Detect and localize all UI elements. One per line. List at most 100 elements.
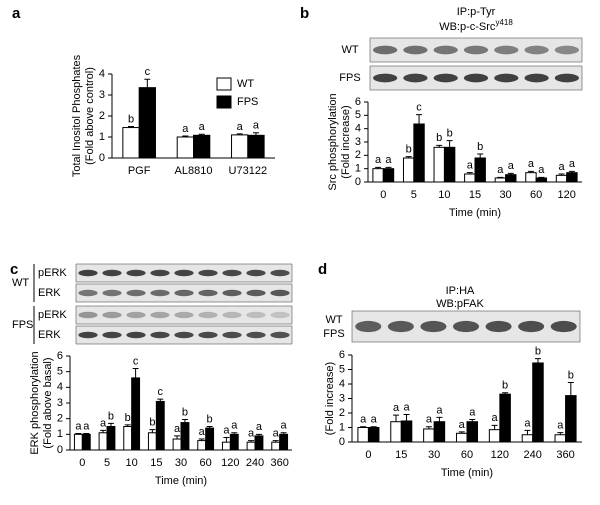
significance-letter: a <box>253 120 260 132</box>
blot-row-label: WT <box>325 314 342 326</box>
error-bar <box>157 398 164 402</box>
significance-letter: a <box>248 428 255 440</box>
significance-letter: b <box>182 406 188 418</box>
blot-group-label: FPS <box>12 319 33 331</box>
blot-band <box>246 331 266 339</box>
x-tick-label: 120 <box>221 457 239 469</box>
bar <box>123 426 133 451</box>
error-bar <box>502 392 509 395</box>
bar <box>73 433 83 451</box>
error-bar <box>132 368 139 378</box>
blot-band <box>102 269 122 277</box>
blot-band <box>78 311 98 319</box>
x-tick-label: 60 <box>461 449 473 461</box>
error-bar <box>128 126 135 128</box>
bar <box>357 427 369 443</box>
y-tick-label: 6 <box>355 96 361 108</box>
y-tick-label: 4 <box>339 378 345 390</box>
blot-band <box>550 320 577 333</box>
error-bar <box>567 382 574 396</box>
panel-letter: c <box>10 261 18 278</box>
bar <box>81 433 91 451</box>
error-bar <box>198 133 205 136</box>
blot-band <box>246 311 266 319</box>
significance-letter: a <box>508 160 515 172</box>
x-axis-label: Time (min) <box>449 207 501 219</box>
x-tick-label: 30 <box>499 189 511 201</box>
y-tick-label: 4 <box>99 68 105 80</box>
y-axis-label: Src phosphorylation <box>327 93 339 190</box>
significance-letter: a <box>256 421 263 433</box>
error-bar <box>100 429 107 433</box>
x-tick-label: AL8810 <box>175 165 213 177</box>
y-tick-label: 0 <box>355 176 361 188</box>
x-tick-label: 30 <box>175 457 187 469</box>
y-tick-label: 4 <box>355 123 361 135</box>
panel-letter: b <box>300 5 309 22</box>
bar <box>197 440 207 451</box>
bar <box>443 146 456 183</box>
blot-band <box>494 73 519 83</box>
error-bar <box>206 426 213 429</box>
blot-band <box>518 320 545 333</box>
x-tick-label: U73122 <box>229 165 268 177</box>
bar <box>566 172 578 183</box>
blot-band <box>494 45 519 55</box>
significance-letter: a <box>385 154 392 166</box>
y-axis-label: (Fold above control) <box>84 67 96 165</box>
x-tick-label: PGF <box>128 165 151 177</box>
significance-letter: a <box>497 164 504 176</box>
blot-superscript: y418 <box>495 18 513 27</box>
blot-band <box>198 331 218 339</box>
blot-band <box>355 320 382 333</box>
bar <box>221 441 231 451</box>
significance-letter: c <box>133 355 139 367</box>
blot-band <box>554 45 579 55</box>
blot-band <box>198 269 218 277</box>
error-bar <box>181 418 188 423</box>
significance-letter: b <box>436 132 442 144</box>
blot-band <box>150 269 170 277</box>
significance-letter: a <box>557 419 564 431</box>
blot-band <box>554 73 579 83</box>
significance-letter: b <box>125 412 131 424</box>
legend-swatch <box>216 77 232 91</box>
significance-letter: a <box>199 121 206 133</box>
bar <box>254 435 264 451</box>
blot-band <box>270 269 290 277</box>
x-tick-label: 120 <box>558 189 576 201</box>
blot-title: WB:pFAK <box>436 298 484 310</box>
y-tick-label: 6 <box>339 349 345 361</box>
blot-title: WB:p-c-Srcy418 <box>439 18 513 33</box>
bar <box>499 393 511 443</box>
y-tick-label: 2 <box>339 407 345 419</box>
blot-band <box>403 73 428 83</box>
significance-letter: a <box>231 420 238 432</box>
error-bar <box>446 140 453 148</box>
significance-letter: a <box>174 423 181 435</box>
blot-title: IP:HA <box>446 285 475 297</box>
x-tick-label: 0 <box>79 457 85 469</box>
error-bar <box>280 432 287 435</box>
blot-band <box>198 289 218 297</box>
blot-title: IP:p-Tyr <box>457 6 496 18</box>
bar <box>402 157 415 183</box>
bar <box>155 400 165 451</box>
error-bar <box>416 114 423 124</box>
y-tick-label: 2 <box>99 110 105 122</box>
x-tick-label: 15 <box>150 457 162 469</box>
significance-letter: a <box>393 402 400 414</box>
blot-band <box>524 73 549 83</box>
error-bar <box>182 135 189 137</box>
blot-band <box>126 311 146 319</box>
blot-band <box>373 45 398 55</box>
y-axis-label: ERK phosphorylation <box>29 351 41 454</box>
blot-row-label: FPS <box>339 72 360 84</box>
bar <box>474 157 486 183</box>
blot-group-label: WT <box>12 277 29 289</box>
error-bar <box>527 170 534 173</box>
bar <box>488 429 501 443</box>
y-tick-label: 5 <box>339 363 345 375</box>
x-tick-label: 0 <box>365 449 371 461</box>
bar <box>494 177 507 183</box>
